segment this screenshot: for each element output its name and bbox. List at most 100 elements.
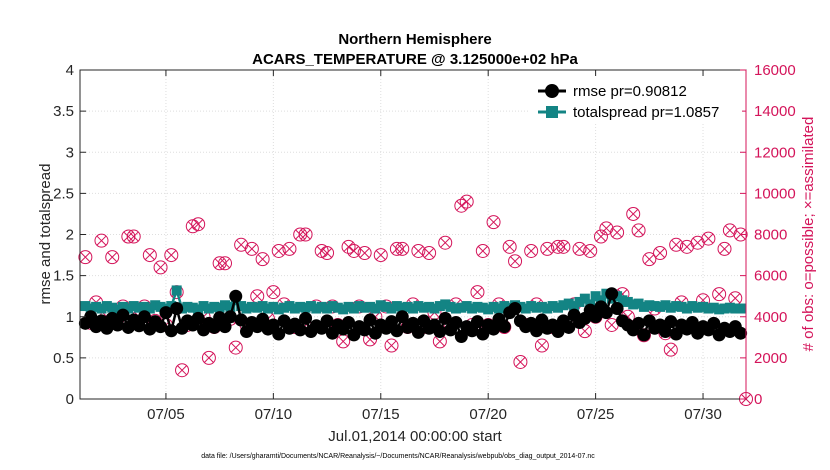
obs-assimilated-marker [724,225,735,236]
spread-point [681,303,692,314]
obs-assimilated-marker [273,245,284,256]
spread-point [698,301,709,312]
obs-point [631,223,646,238]
obs-possible-marker [701,231,716,246]
y-right-tick-label: 14000 [754,103,796,120]
obs-possible-marker [395,241,410,256]
obs-assimilated-marker [166,250,177,261]
spread-point [144,303,155,314]
spread-point [96,303,107,314]
obs-assimilated-marker [601,223,612,234]
obs-possible-marker [475,243,490,258]
spread-point [327,301,338,312]
obs-assimilated-marker [665,344,676,355]
obs-possible-marker [712,287,727,302]
rmse-point [395,310,409,324]
obs-possible-marker [642,252,657,267]
rmse-point [664,315,678,329]
y-right-tick-label: 2000 [754,350,787,367]
obs-assimilated-marker [579,326,590,337]
spread-point [354,301,365,312]
rmse-point [433,325,447,339]
rmse-point [632,316,646,330]
x-tick-label: 07/20 [469,406,507,423]
obs-assimilated-marker [348,245,359,256]
rmse-point [658,325,672,339]
obs-point [470,285,485,300]
footer-file-path: data file: /Users/gharamti/Documents/NCA… [201,453,595,460]
spread-point [595,295,606,306]
obs-assimilated-marker [413,245,424,256]
obs-point [201,350,216,365]
spread-point [440,299,451,310]
x-tick-label: 07/10 [255,406,293,423]
y-left-tick-label: 0.5 [53,350,74,367]
obs-possible-marker [105,250,120,265]
rmse-point [610,302,624,316]
obs-assimilated-marker [714,289,725,300]
obs-possible-marker [255,252,270,267]
spread-point [724,302,735,313]
obs-possible-marker [717,241,732,256]
spread-point [80,301,91,312]
spread-point [569,301,580,312]
rmse-point [438,311,452,325]
rmse-point [589,310,603,324]
y-left-tick-label: 1.5 [53,268,74,285]
rmse-point [170,302,184,316]
obs-point [298,227,313,242]
legend-rmse-marker [545,84,559,98]
spread-point [386,303,397,314]
obs-point [244,241,259,256]
obs-assimilated-marker [359,248,370,258]
obs-assimilated-marker [612,227,623,238]
obs-assimilated-marker [633,225,644,236]
x-tick-label: 07/05 [147,406,185,423]
spread-point [408,303,418,314]
spread-point [209,301,220,312]
obs-assimilated-marker [322,248,333,258]
chart-subtitle: ACARS_TEMPERATURE @ 3.125000e+02 hPa [252,51,578,68]
obs-point [593,229,608,244]
rmse-point [100,321,114,335]
spread-point [171,285,182,296]
obs-possible-marker [346,243,361,258]
legend-rmse-label: rmse pr=0.90812 [573,83,687,100]
obs-point [271,243,286,258]
obs-possible-marker [175,363,190,378]
obs-possible-marker [556,239,571,254]
obs-point [266,285,281,300]
rmse-point [223,310,237,324]
rmse-point [234,313,248,327]
spread-point [289,303,300,314]
obs-point [153,260,168,275]
spread-point [547,301,558,312]
spread-point [150,300,161,311]
obs-assimilated-marker [316,245,327,256]
rmse-point [449,316,463,330]
obs-assimilated-marker [671,239,682,250]
obs-point [395,241,410,256]
y-axis-right-label: # of obs: o=possible; ×=assimilated [800,117,817,352]
chart-title: Northern Hemisphere [338,31,491,48]
spread-point [526,301,537,312]
rmse-point [342,316,356,330]
spread-point [493,303,504,314]
spread-point [359,302,370,313]
y-axis-left: 0 0.5 1 1.5 2 2.5 3 3.5 4 [53,62,86,408]
obs-possible-marker [384,338,399,353]
obs-point [142,248,157,263]
obs-assimilated-marker [574,243,585,254]
spread-point [391,301,402,312]
obs-point [164,248,179,263]
obs-point [540,241,555,256]
obs-assimilated-marker [424,248,435,258]
obs-point [534,338,549,353]
rmse-point [454,329,468,343]
spread-point [461,301,472,312]
spread-point [273,304,284,315]
spread-point [692,302,703,313]
obs-assimilated-marker [585,245,596,256]
obs-possible-marker [164,248,179,263]
spread-point [445,301,456,312]
